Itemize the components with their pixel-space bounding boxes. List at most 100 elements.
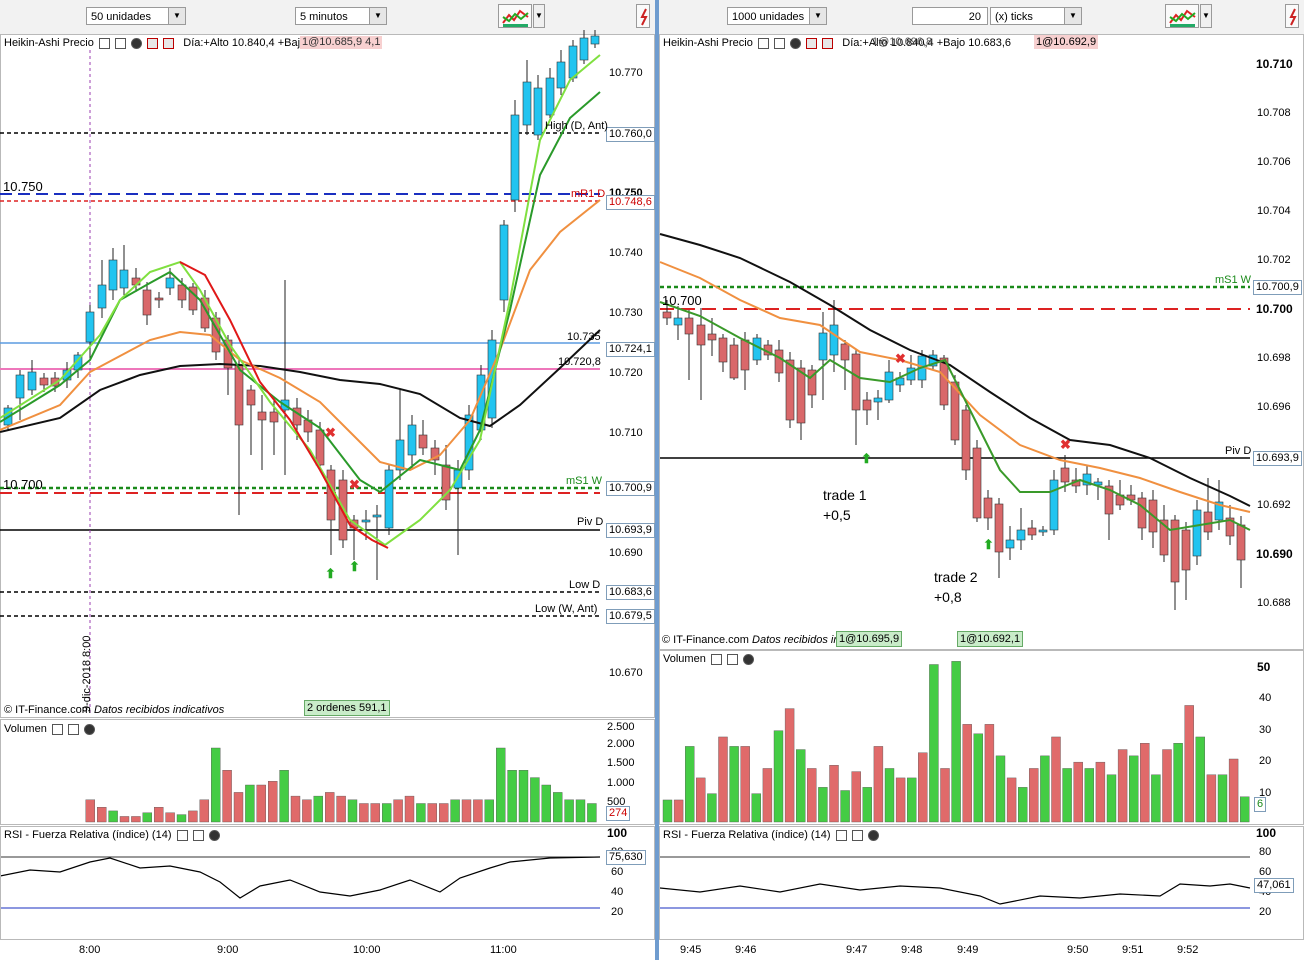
rsi-line [659, 883, 1251, 905]
wrench-icon[interactable] [176, 829, 188, 841]
add-order-icon[interactable] [147, 37, 159, 49]
left-price-panel[interactable] [0, 34, 655, 718]
heikin-ashi-candle [1159, 519, 1169, 556]
heikin-ashi-candle [707, 333, 717, 341]
left-orders-badge[interactable]: 2 ordenes 591,1 [304, 700, 390, 716]
wrench-icon[interactable] [835, 829, 847, 841]
close-icon[interactable] [131, 37, 143, 49]
left-toolbar: 50 unidades ▼ 5 minutos ▼ ▼ [0, 0, 655, 35]
right-rsi-panel[interactable] [659, 826, 1304, 940]
chevron-down-icon: ▼ [1064, 8, 1081, 24]
volume-bar [165, 812, 175, 823]
close-icon[interactable] [790, 37, 802, 49]
heikin-ashi-candle [840, 343, 850, 361]
right-axis-10698: 10.698 [1257, 352, 1291, 364]
volume-bar [473, 799, 483, 823]
left-vol-axis-500: 500 [607, 796, 626, 808]
chart-indicators-dropdown[interactable]: ▼ [533, 4, 545, 28]
right-axis-10704: 10.704 [1257, 205, 1291, 217]
wrench-icon[interactable] [710, 653, 722, 665]
right-ticks-input[interactable]: 20 [912, 7, 988, 25]
right-time-946: 9:46 [735, 944, 757, 956]
right-units-select[interactable]: 1000 unidades ▼ [727, 7, 827, 25]
close-icon[interactable] [84, 723, 95, 735]
volume-bar [984, 724, 995, 823]
left-tag-blue-line: 10.724,1 [606, 342, 655, 357]
left-order-overlap-tag[interactable]: 1@10.685,9 4,1 [300, 36, 383, 49]
add-order-icon[interactable] [806, 37, 818, 49]
left-volume-panel[interactable] [0, 719, 655, 825]
heikin-ashi-candle [97, 284, 107, 309]
volume-bar [188, 810, 198, 823]
link-window-button[interactable] [636, 4, 650, 28]
close-icon[interactable] [208, 829, 220, 841]
chart-indicators-button[interactable] [1165, 4, 1199, 28]
heikin-ashi-candle [1104, 485, 1114, 515]
wrench-icon[interactable] [51, 723, 63, 735]
right-vol-axis-50: 50 [1257, 660, 1271, 674]
left-axis-10710: 10.710 [609, 427, 643, 439]
close-icon[interactable] [743, 653, 754, 665]
left-timeframe-select[interactable]: 5 minutos ▼ [295, 7, 387, 25]
left-tag-ms1: 10.700,9 [606, 481, 655, 496]
close-icon[interactable] [867, 829, 879, 841]
volume-bar [1228, 758, 1239, 823]
wrench-icon[interactable] [98, 37, 110, 49]
heikin-ashi-candle [372, 514, 382, 518]
volume-bar [907, 777, 917, 823]
volume-bar [268, 781, 278, 823]
left-rsi-panel[interactable] [0, 826, 655, 940]
right-units-value: 1000 unidades [732, 11, 805, 23]
heikin-ashi-candle [533, 87, 543, 136]
right-order-tag[interactable]: 1@10.692,9 [1034, 35, 1099, 49]
link-window-button[interactable] [1285, 4, 1299, 28]
chart-indicators-button[interactable] [498, 4, 532, 28]
right-volume-header: Volumen [663, 651, 754, 667]
chart-indicators-dropdown[interactable]: ▼ [1200, 4, 1212, 28]
right-ticks-unit-select[interactable]: (x) ticks ▼ [990, 7, 1082, 25]
left-vol-axis-2500: 2.500 [607, 721, 635, 733]
volume-bar [1239, 796, 1250, 823]
maximize-icon[interactable] [192, 829, 204, 841]
trade-1-label: trade 1 +0,5 [823, 485, 867, 525]
heikin-ashi-candle [142, 289, 152, 316]
sell-marker-icon: ✖ [349, 477, 360, 492]
volume-bar [1217, 774, 1228, 823]
remove-order-icon[interactable] [163, 37, 175, 49]
volume-bar [673, 799, 684, 823]
heikin-ashi-candle [1082, 473, 1092, 486]
wrench-icon[interactable] [757, 37, 769, 49]
remove-order-icon[interactable] [822, 37, 834, 49]
heikin-ashi-candle [961, 409, 971, 471]
maximize-icon[interactable] [774, 37, 785, 49]
left-units-select[interactable]: 50 unidades ▼ [86, 7, 186, 25]
heikin-ashi-candle [395, 439, 405, 471]
maximize-icon[interactable] [851, 829, 863, 841]
maximize-icon[interactable] [726, 653, 738, 665]
volume-bar [707, 793, 717, 823]
maximize-icon[interactable] [67, 723, 79, 735]
volume-bar [427, 803, 437, 823]
right-volume-panel[interactable] [659, 650, 1304, 825]
left-level-low-week: Low (W, Ant) [535, 603, 598, 615]
volume-bar [940, 768, 950, 823]
right-order-badge-1[interactable]: 1@10.695,9 [836, 631, 903, 647]
volume-bar [685, 746, 695, 823]
heikin-ashi-candle [85, 311, 95, 343]
left-vol-axis-1500: 1.500 [607, 757, 635, 769]
right-tag-pivot: 10.693,9 [1253, 451, 1302, 466]
ema-green-line [659, 301, 1251, 532]
volume-bar [176, 814, 187, 823]
heikin-ashi-candle [154, 297, 164, 301]
volume-bar [729, 746, 739, 823]
right-tag-ms1: 10.700,9 [1253, 280, 1302, 295]
window-splitter[interactable] [655, 0, 659, 960]
right-order-badge-2[interactable]: 1@10.692,1 [957, 631, 1024, 647]
right-vol-last: 6 [1254, 797, 1267, 812]
maximize-icon[interactable] [115, 37, 126, 49]
trend-red-line [179, 261, 389, 549]
volume-bar [484, 799, 494, 823]
left-time-1100: 11:00 [490, 944, 517, 956]
left-vol-last: 274 [606, 806, 631, 821]
heikin-ashi-candle [807, 369, 817, 396]
